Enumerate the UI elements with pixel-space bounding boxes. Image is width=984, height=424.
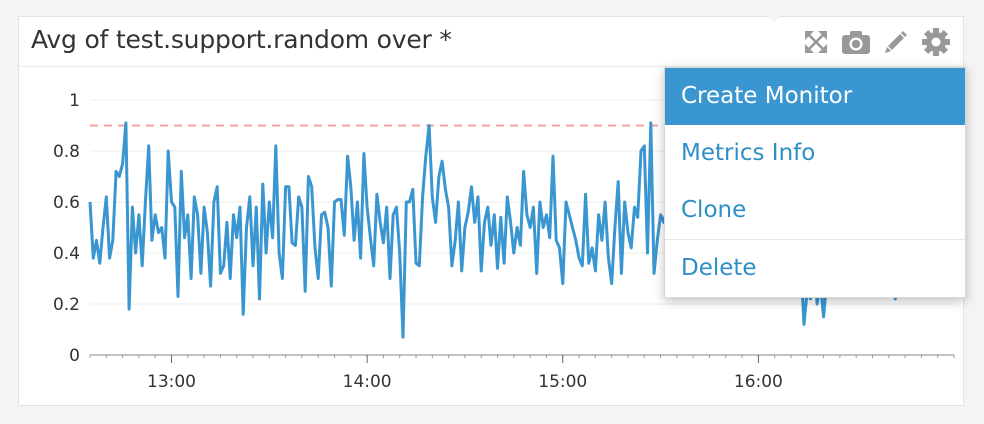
y-tick-label: 0	[69, 346, 80, 366]
menu-item-create-monitor[interactable]: Create Monitor	[665, 68, 965, 125]
y-tick-label: 0.8	[53, 142, 80, 162]
menu-caret	[752, 0, 796, 22]
expand-icon[interactable]	[801, 27, 831, 57]
widget-toolbar	[801, 27, 951, 57]
menu-item-metrics-info[interactable]: Metrics Info	[681, 140, 816, 166]
gear-icon[interactable]	[921, 27, 951, 57]
x-tick-label: 16:00	[734, 372, 783, 392]
widget-settings-menu: Create Monitor Metrics Info Clone Delete	[664, 67, 966, 298]
y-tick-label: 0.6	[53, 193, 80, 213]
y-tick-label: 0.4	[53, 244, 80, 264]
widget-title: Avg of test.support.random over *	[31, 25, 452, 54]
x-tick-label: 15:00	[538, 372, 587, 392]
menu-item-delete[interactable]: Delete	[681, 255, 757, 281]
y-tick-label: 1	[69, 91, 80, 111]
menu-divider	[665, 239, 965, 240]
widget-header: Avg of test.support.random over *	[19, 17, 965, 67]
x-tick-label: 14:00	[343, 372, 392, 392]
camera-icon[interactable]	[841, 27, 871, 57]
x-tick-label: 13:00	[147, 372, 196, 392]
menu-item-clone[interactable]: Clone	[681, 197, 747, 223]
y-tick-label: 0.2	[53, 295, 80, 315]
pencil-icon[interactable]	[881, 27, 911, 57]
